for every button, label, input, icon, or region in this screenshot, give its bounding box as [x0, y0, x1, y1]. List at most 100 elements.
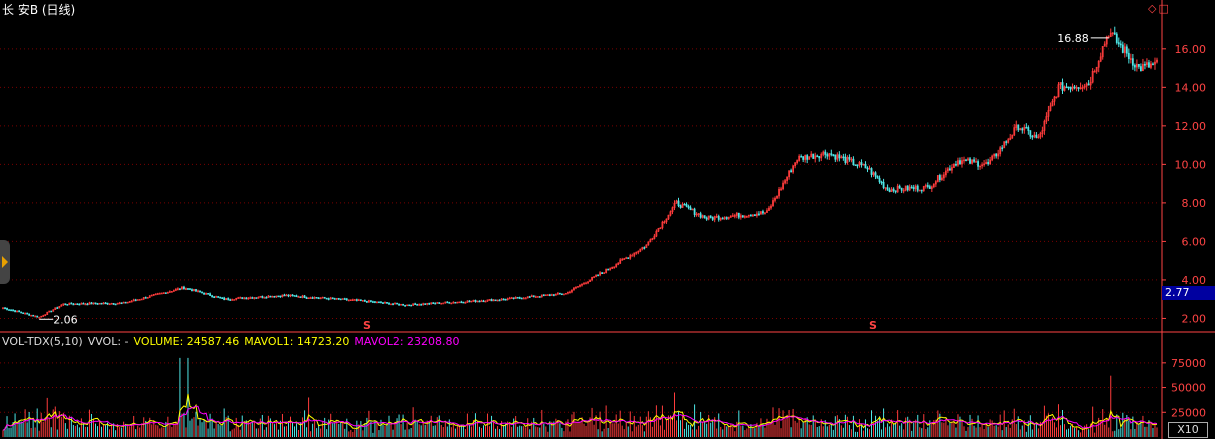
candle-body	[368, 300, 370, 303]
candle-body	[963, 159, 965, 162]
y-tick-label: 4.00	[1182, 274, 1207, 287]
candle-body	[947, 168, 949, 172]
candle-body	[1148, 62, 1150, 68]
candle-body	[148, 295, 151, 298]
candle-body	[852, 158, 855, 165]
candle-body	[870, 168, 873, 175]
candle-body	[808, 156, 811, 160]
candle-body	[733, 215, 736, 217]
candle-body	[723, 217, 726, 219]
candle-body	[838, 154, 841, 159]
candle-body	[1023, 126, 1026, 131]
candle-body	[179, 288, 181, 290]
indicator-name[interactable]: VOL-TDX(5,10)	[2, 335, 83, 348]
candle-body	[396, 302, 398, 305]
candle-body	[997, 153, 1000, 157]
candle-body	[898, 185, 901, 189]
candle-body	[934, 181, 937, 185]
candle-body	[187, 288, 189, 290]
candle-body	[500, 298, 503, 301]
candle-body	[697, 213, 700, 215]
candle-body	[327, 298, 330, 300]
candle-body	[645, 244, 648, 248]
candle-body	[386, 302, 388, 304]
candle-body	[687, 205, 690, 209]
volume-value: VOLUME: 24587.46	[133, 335, 240, 348]
candle-body	[384, 302, 386, 304]
candle-body	[20, 311, 23, 314]
candle-body	[98, 302, 101, 305]
candle-body	[333, 298, 336, 300]
candle-body	[657, 228, 660, 232]
candle-body	[440, 302, 443, 305]
candle-body	[985, 162, 988, 165]
candle-body	[741, 215, 744, 218]
candle-body	[552, 294, 555, 296]
candle-body	[140, 298, 143, 301]
candle-body	[255, 297, 258, 299]
candle-body	[581, 283, 583, 286]
diamond-icon[interactable]: ◇	[1148, 2, 1157, 15]
candle-body	[524, 297, 527, 300]
expand-arrow-icon[interactable]	[0, 240, 10, 284]
candle-body	[595, 274, 597, 277]
candle-body	[717, 216, 720, 220]
candle-body	[24, 312, 27, 315]
candle-body	[177, 288, 179, 290]
candle-body	[245, 297, 248, 300]
candle-body	[659, 227, 662, 230]
candle-body	[579, 284, 581, 287]
candle-body	[1111, 32, 1114, 35]
candle-body	[577, 286, 579, 288]
candle-body	[323, 296, 326, 299]
candle-body	[749, 214, 752, 217]
candle-body	[54, 307, 57, 310]
candle-body	[585, 282, 587, 285]
candle-body	[277, 295, 280, 298]
candle-body	[605, 268, 608, 273]
candle-body	[1021, 128, 1024, 131]
candle-body	[498, 299, 501, 302]
candle-body	[223, 297, 226, 301]
candle-body	[372, 301, 374, 303]
price-grid	[0, 48, 1160, 319]
candle-body	[900, 187, 903, 191]
candle-body	[1109, 32, 1112, 37]
candle-body	[249, 297, 252, 299]
candle-body	[836, 154, 839, 160]
candle-body	[416, 304, 419, 306]
candle-body	[116, 302, 119, 305]
candle-body	[142, 297, 145, 300]
vol-tick-label: 75000	[1171, 357, 1206, 370]
candle-body	[922, 185, 925, 191]
candle-body	[490, 299, 493, 302]
candle-body	[58, 306, 61, 309]
candle-body	[1009, 137, 1012, 140]
candle-body	[975, 161, 977, 163]
candle-body	[414, 303, 417, 305]
candle-body	[478, 300, 481, 303]
candle-body	[48, 310, 51, 313]
square-icon[interactable]: □	[1158, 2, 1169, 15]
candle-body	[633, 252, 636, 256]
candle-body	[792, 165, 795, 173]
candle-body	[394, 302, 396, 305]
candle-body	[207, 293, 209, 295]
candle-body	[390, 303, 392, 306]
candle-body	[812, 153, 815, 159]
candle-body	[476, 300, 479, 303]
candle-body	[556, 292, 559, 295]
zoom-button[interactable]: X10	[1168, 422, 1208, 438]
candle-body	[345, 298, 348, 301]
candle-body	[756, 213, 758, 216]
candle-body	[848, 157, 851, 160]
candle-body	[347, 299, 350, 302]
candle-body	[247, 297, 250, 300]
candle-body	[1119, 43, 1122, 46]
candle-body	[474, 299, 477, 302]
candle-body	[854, 164, 857, 166]
candle-body	[565, 292, 567, 295]
candle-body	[1071, 86, 1074, 90]
candle-body	[450, 302, 453, 305]
